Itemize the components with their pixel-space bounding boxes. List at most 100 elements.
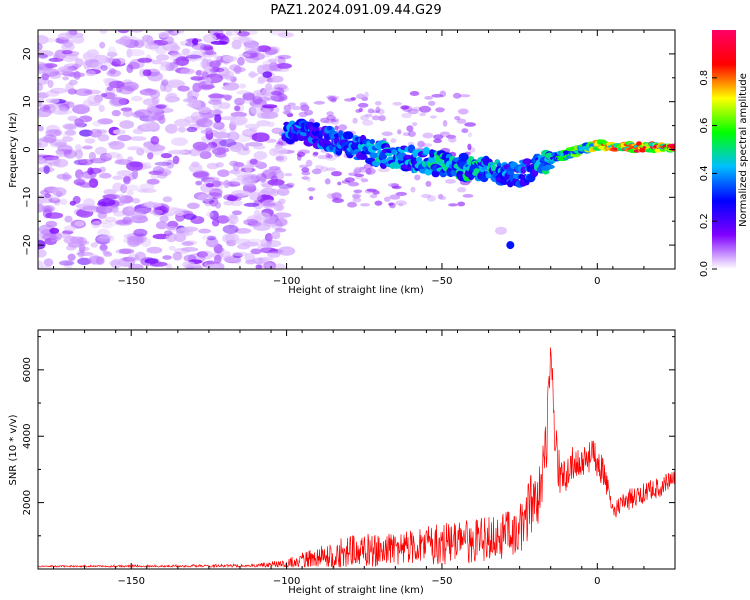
spectrogram-noise-cell (111, 109, 121, 117)
spectrogram-noise-cell (185, 41, 199, 47)
spectrogram-heatmap (38, 30, 675, 269)
spectrogram-noise-cell (244, 164, 253, 173)
spectrogram-noise-cell (228, 214, 239, 225)
spectrogram-noise-cell (360, 114, 370, 121)
spectrogram-noise-cell (223, 200, 235, 206)
spectrogram-noise-cell (99, 245, 108, 250)
spectrogram-noise-cell (267, 251, 281, 258)
spectrogram-noise-cell (45, 212, 64, 219)
spectrogram-noise-cell (243, 219, 259, 226)
spectrogram-noise-cell (231, 39, 242, 50)
spectrogram-noise-cell (448, 203, 458, 207)
spectrogram-noise-cell (203, 51, 217, 56)
spectrogram-noise-cell (291, 105, 302, 111)
spectrogram-noise-cell (45, 220, 58, 228)
spectrogram-noise-cell (168, 80, 186, 88)
spectrogram-noise-cell (192, 38, 199, 45)
spectrogram-noise-cell (195, 70, 203, 76)
spectrogram-noise-cell (61, 50, 73, 55)
spectrogram-noise-cell (265, 240, 282, 248)
spectrogram-ridge-cell (403, 154, 412, 159)
spectrogram-noise-cell (117, 30, 130, 34)
spectrogram-noise-cell (256, 91, 263, 97)
spectrogram-noise-cell (186, 54, 202, 59)
spectrogram-noise-cell (347, 181, 360, 187)
spectrogram-noise-cell (67, 88, 77, 95)
spectrogram-noise-cell (377, 108, 385, 115)
spectrogram-noise-cell (38, 53, 48, 59)
spectrogram-noise-cell (39, 194, 54, 200)
spectrogram-noise-cell (378, 167, 391, 173)
spectrogram-noise-cell (71, 35, 85, 44)
spectrogram-noise-cell (127, 146, 143, 151)
spectrogram-noise-cell (199, 60, 207, 68)
spectrogram-noise-cell (257, 243, 271, 253)
spectrogram-noise-cell (59, 198, 68, 205)
spectrogram-noise-cell (107, 46, 117, 56)
spectrogram-noise-cell (181, 247, 199, 252)
spectrogram-noise-cell (326, 193, 336, 199)
spectrogram-noise-cell (206, 162, 219, 170)
spectrogram-noise-cell (226, 214, 238, 220)
spectrogram-noise-cell (119, 36, 131, 46)
spectrogram-noise-cell (156, 221, 168, 230)
spectrogram-noise-cell (89, 128, 102, 138)
snr-panel: −150 −100 −50 0 2000 4000 6000 Height of strai… (8, 329, 676, 596)
spectrogram-noise-cell (222, 55, 238, 63)
spectrogram-noise-cell (439, 90, 447, 98)
spectrogram-noise-cell (106, 51, 118, 58)
spectrogram-noise-cell (402, 132, 411, 137)
spectrogram-noise-cell (419, 112, 426, 117)
spectrogram-noise-cell (168, 50, 179, 56)
spectrogram-noise-cell (122, 206, 136, 217)
spectrogram-noise-cell (250, 248, 262, 255)
spectrogram-noise-cell (205, 237, 219, 248)
spectrogram-noise-cell (175, 211, 185, 216)
spectrogram-noise-cell (374, 101, 382, 106)
spectrogram-noise-cell (137, 57, 153, 63)
spectrogram-noise-cell (331, 192, 342, 200)
spectrogram-noise-cell (373, 110, 379, 114)
spectrogram-noise-cell (181, 241, 194, 246)
spectrogram-noise-cell (192, 82, 202, 93)
spectrogram-noise-cell (45, 98, 60, 104)
spectrogram-noise-cell (133, 228, 148, 237)
spectrogram-noise-cell (74, 88, 93, 96)
spectrogram-noise-cell (153, 111, 165, 121)
spectrogram-noise-cell (240, 36, 253, 43)
spectrogram-noise-cell (271, 75, 284, 83)
spectrogram-noise-cell (331, 120, 340, 125)
spectrogram-noise-cell (165, 30, 174, 33)
spectrogram-noise-cell (115, 219, 133, 226)
spectrogram-noise-cell (209, 60, 221, 69)
spectrogram-noise-cell (229, 144, 242, 153)
colorbar-ticks: 0.0 0.2 0.4 0.6 0.8 (699, 70, 717, 277)
spectrogram-noise-cell (61, 136, 74, 143)
spectrogram-noise-cell (132, 128, 144, 135)
colorbar: 0.0 0.2 0.4 0.6 0.8 Normalized spectral ampl… (699, 30, 749, 277)
colorbar-tick-label: 0.2 (699, 213, 710, 229)
spectrogram-noise-cell (284, 173, 293, 177)
spectrogram-noise-cell (38, 43, 43, 51)
spectrogram-noise-cell (277, 54, 292, 60)
spectrogram-noise-cell (135, 208, 152, 213)
spectrogram-noise-cell (90, 242, 99, 248)
spectrogram-noise-cell (118, 248, 135, 254)
spectrogram-noise-cell (244, 44, 260, 54)
spectrogram-noise-cell (267, 179, 285, 186)
spectrogram-noise-cell (355, 109, 362, 113)
spectrogram-noise-cell (79, 204, 97, 212)
spectrogram-noise-cell (214, 254, 222, 264)
spectrogram-noise-cell (276, 63, 292, 69)
spectrogram-noise-cell (88, 151, 96, 162)
spectrogram-noise-cell (143, 202, 162, 207)
spectrogram-noise-cell (186, 126, 198, 133)
spectrogram-noise-cell (168, 149, 187, 155)
spectrogram-noise-cell (45, 129, 62, 137)
spectrogram-noise-cell (143, 162, 152, 169)
spectrogram-noise-cell (360, 178, 369, 183)
snr-ylabel: SNR (10 * v/v) (8, 414, 19, 485)
spectrogram-noise-cell (381, 131, 393, 137)
spectrogram-noise-cell (248, 127, 258, 132)
spectrogram-noise-cell (208, 93, 225, 99)
